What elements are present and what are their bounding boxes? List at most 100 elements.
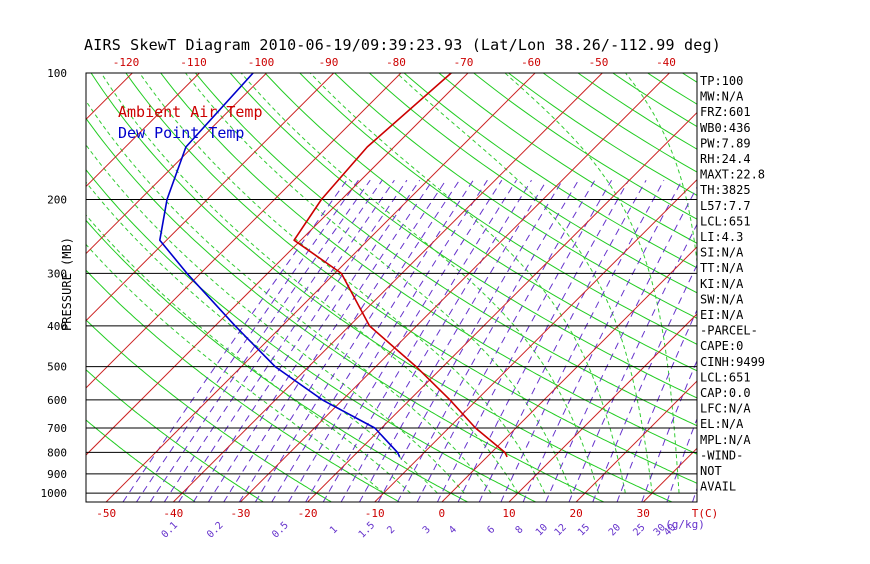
mixing-ratio-line [193, 180, 407, 502]
index-label: LCL:651 [700, 214, 751, 228]
index-label: TP:100 [700, 74, 743, 88]
dry-adiabat [439, 73, 870, 502]
pressure-tick-label: 200 [47, 193, 67, 206]
dry-adiabat [856, 73, 870, 502]
mixing-ratio-line [150, 180, 370, 502]
isotherm [308, 73, 737, 502]
index-label: MW:N/A [700, 90, 744, 104]
pressure-tick-label: 500 [47, 361, 67, 374]
y-axis-label: PRESSURE (MB) [60, 237, 74, 331]
temp-tick-bottom: 30 [637, 507, 650, 520]
index-label: L57:7.7 [700, 199, 751, 213]
mixing-ratio-tick: 25 [631, 522, 647, 538]
temp-tick-bottom: -30 [230, 507, 250, 520]
pressure-tick-label: 800 [47, 446, 67, 459]
dry-adiabat [404, 73, 870, 502]
isotherm [509, 73, 870, 502]
temp-tick-top: -50 [589, 56, 609, 69]
temp-tick-top: -60 [521, 56, 541, 69]
mixing-ratio-line [136, 180, 358, 502]
mixing-ratio-line [501, 180, 664, 502]
index-label: LCL:651 [700, 370, 751, 384]
pressure-tick-label: 600 [47, 394, 67, 407]
dry-adiabat [822, 73, 870, 502]
mixing-ratio-tick: 0.2 [205, 520, 226, 541]
pressure-tick-label: 1000 [41, 487, 68, 500]
index-label: LI:4.3 [700, 230, 743, 244]
index-label: MPL:N/A [700, 433, 751, 447]
mixing-ratio-line [323, 180, 516, 502]
moist-adiabat [241, 73, 598, 493]
index-label: MAXT:22.8 [700, 168, 765, 182]
index-label: NOT [700, 464, 722, 478]
mixing-ratio-line [398, 180, 579, 502]
mixing-ratio-tick: 6 [485, 524, 497, 536]
temp-tick-top: -90 [319, 56, 339, 69]
dry-adiabat [509, 73, 870, 502]
index-label: WB0:436 [700, 121, 751, 135]
mixing-ratio-tick: 12 [553, 522, 569, 538]
mixing-ratio-tick: 3 [421, 524, 433, 536]
index-label: FRZ:601 [700, 105, 751, 119]
temp-tick-top: -70 [454, 56, 474, 69]
pressure-tick-label: 700 [47, 422, 67, 435]
mixing-ratio-tick: 1 [328, 524, 340, 536]
isotherm [0, 73, 65, 502]
index-label: SI:N/A [700, 246, 744, 260]
legend-ambient-air-temp: Ambient Air Temp [118, 103, 263, 121]
dry-adiabat [752, 73, 870, 502]
legend-dew-point-temp: Dew Point Temp [118, 124, 244, 142]
mixing-ratio-tick: 4 [447, 524, 459, 536]
dry-adiabat [369, 73, 870, 502]
mixing-ratio-tick: 0.5 [270, 520, 291, 541]
index-label: SW:N/A [700, 292, 744, 306]
index-label: CAPE:0 [700, 339, 743, 353]
temp-tick-bottom: 0 [439, 507, 446, 520]
index-label: EL:N/A [700, 417, 744, 431]
mixing-ratio-tick: 8 [514, 524, 526, 536]
mixing-ratio-line [378, 180, 562, 502]
temp-tick-bottom: 20 [570, 507, 583, 520]
index-label: -WIND- [700, 448, 743, 462]
mixing-ratio-tick: 1.5 [357, 520, 378, 541]
mixing-ratio-unit: (g/kg) [665, 518, 705, 531]
index-label: KI:N/A [700, 277, 744, 291]
isotherm [240, 73, 669, 502]
temp-tick-top: -110 [180, 56, 207, 69]
mixing-ratio-line [255, 180, 459, 502]
temp-tick-bottom: -50 [96, 507, 116, 520]
index-label: RH:24.4 [700, 152, 751, 166]
temp-tick-bottom: -20 [298, 507, 318, 520]
index-label: TH:3825 [700, 183, 751, 197]
mixing-ratio-tick: 0.1 [160, 520, 181, 541]
temp-tick-top: -100 [248, 56, 275, 69]
index-label: LFC:N/A [700, 402, 751, 416]
index-label: TT:N/A [700, 261, 744, 275]
temp-tick-bottom: -40 [163, 507, 183, 520]
temp-tick-bottom: 10 [502, 507, 515, 520]
moist-adiabat [626, 73, 706, 493]
mixing-ratio-tick: 15 [576, 522, 592, 538]
temp-tick-bottom: -10 [365, 507, 385, 520]
mixing-ratio-line [164, 180, 382, 502]
pressure-tick-label: 900 [47, 468, 67, 481]
temp-tick-top: -40 [656, 56, 676, 69]
pressure-tick-label: 100 [47, 67, 67, 80]
index-label: CINH:9499 [700, 355, 765, 369]
chart-title: AIRS SkewT Diagram 2010-06-19/09:39:23.9… [84, 36, 721, 54]
index-label: PW:7.89 [700, 136, 751, 150]
index-label: EI:N/A [700, 308, 744, 322]
mixing-ratio-tick: 10 [534, 522, 550, 538]
mixing-ratio-tick: 2 [385, 524, 397, 536]
index-label: CAP:0.0 [700, 386, 751, 400]
temp-tick-top: -120 [113, 56, 140, 69]
dry-adiabat [787, 73, 870, 502]
moist-adiabat [505, 73, 679, 493]
dry-adiabat [300, 73, 870, 502]
index-label: AVAIL [700, 480, 736, 494]
temp-tick-top: -80 [386, 56, 406, 69]
index-label: -PARCEL- [700, 324, 758, 338]
isotherm [442, 73, 870, 502]
